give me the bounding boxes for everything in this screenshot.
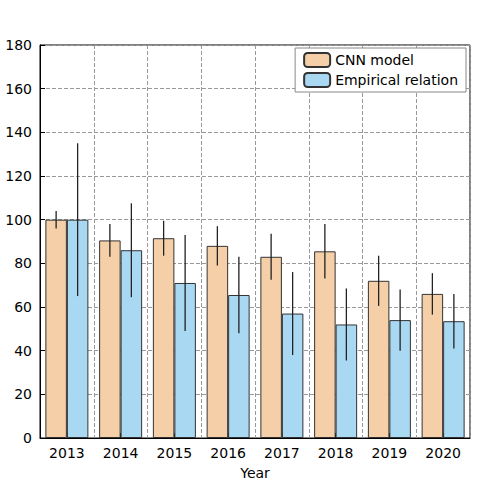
svg-text:160: 160 xyxy=(5,81,32,97)
svg-text:120: 120 xyxy=(5,168,32,184)
svg-text:2015: 2015 xyxy=(157,445,193,461)
svg-text:20: 20 xyxy=(14,386,32,402)
svg-text:2020: 2020 xyxy=(425,445,461,461)
svg-text:100: 100 xyxy=(5,212,32,228)
svg-text:Empirical relation: Empirical relation xyxy=(335,72,458,88)
svg-text:40: 40 xyxy=(14,343,32,359)
svg-text:80: 80 xyxy=(14,255,32,271)
svg-text:2017: 2017 xyxy=(264,445,300,461)
svg-text:2016: 2016 xyxy=(210,445,246,461)
svg-text:2013: 2013 xyxy=(49,445,85,461)
svg-text:Year: Year xyxy=(239,465,270,481)
svg-text:2014: 2014 xyxy=(103,445,139,461)
svg-text:180: 180 xyxy=(5,37,32,53)
svg-text:CNN model: CNN model xyxy=(335,52,414,68)
svg-text:60: 60 xyxy=(14,299,32,315)
svg-text:2019: 2019 xyxy=(372,445,408,461)
svg-text:0: 0 xyxy=(23,430,32,446)
svg-text:2018: 2018 xyxy=(318,445,354,461)
svg-text:140: 140 xyxy=(5,124,32,140)
